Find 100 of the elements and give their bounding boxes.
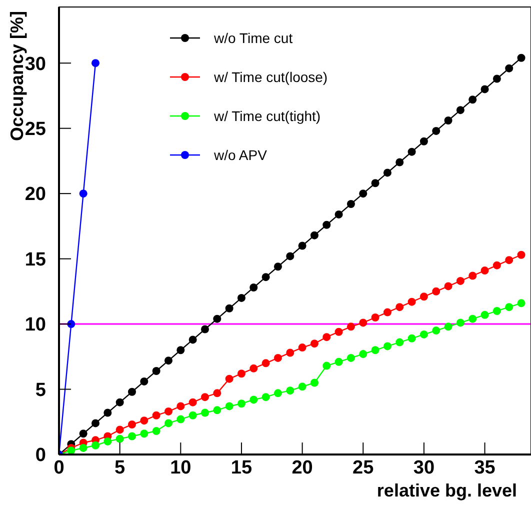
point	[79, 444, 88, 452]
point	[152, 367, 160, 375]
point	[250, 396, 258, 404]
point	[480, 310, 489, 319]
point	[371, 346, 380, 354]
point	[164, 419, 172, 428]
point	[371, 314, 380, 322]
point	[128, 432, 136, 440]
point	[334, 210, 343, 218]
point	[346, 322, 355, 331]
point	[128, 388, 136, 396]
point	[359, 190, 368, 198]
point	[456, 106, 464, 114]
y-tick-label: 10	[24, 314, 46, 336]
point	[396, 303, 404, 312]
legend-label: w/ Time cut(tight)	[213, 108, 321, 124]
point	[79, 430, 88, 438]
point	[286, 252, 294, 260]
point	[408, 334, 416, 342]
point	[420, 330, 428, 338]
point	[237, 370, 246, 378]
legend-label: w/o APV	[213, 146, 268, 163]
point	[164, 356, 172, 365]
point	[359, 350, 368, 358]
point	[310, 378, 318, 387]
point	[517, 250, 526, 259]
point	[505, 256, 514, 264]
point	[250, 284, 258, 292]
point	[444, 282, 452, 290]
point	[176, 402, 185, 410]
point	[310, 231, 318, 240]
point	[310, 340, 318, 348]
point	[432, 287, 440, 296]
point	[420, 137, 428, 146]
x-tick-label: 15	[230, 458, 252, 478]
point	[505, 303, 514, 312]
point	[396, 338, 404, 346]
point	[492, 74, 501, 83]
point	[104, 408, 112, 417]
point	[322, 362, 331, 370]
point	[468, 96, 477, 104]
point	[213, 389, 222, 398]
point	[140, 416, 148, 425]
point	[67, 320, 76, 328]
point	[432, 126, 440, 135]
point	[346, 200, 355, 208]
point	[213, 314, 222, 323]
point	[396, 158, 404, 166]
point	[91, 59, 100, 68]
point	[505, 64, 514, 72]
point	[213, 406, 222, 414]
x-tick-label: 10	[170, 458, 192, 478]
point	[262, 273, 270, 282]
point	[91, 419, 100, 428]
point	[286, 386, 294, 395]
point	[456, 276, 464, 285]
point	[200, 393, 209, 402]
point	[274, 354, 282, 362]
point	[492, 306, 501, 315]
point	[116, 426, 124, 434]
point	[67, 446, 76, 454]
point	[176, 346, 185, 354]
y-tick-label: 15	[24, 249, 46, 270]
point	[176, 415, 185, 424]
point	[432, 326, 440, 335]
point	[164, 407, 172, 416]
point	[408, 298, 416, 306]
point	[383, 342, 392, 350]
point	[456, 318, 464, 327]
y-tick-label: 5	[35, 380, 46, 401]
point	[262, 393, 270, 402]
point	[444, 116, 452, 125]
legend-label: w/ Time cut(loose)	[213, 68, 328, 85]
point	[346, 354, 355, 362]
point	[298, 242, 306, 250]
point	[200, 325, 209, 334]
point	[334, 358, 343, 366]
point	[104, 437, 112, 446]
point	[225, 402, 234, 410]
y-axis-title: Occupancy [%]	[7, 11, 27, 142]
x-tick-label: 0	[54, 458, 64, 478]
x-tick-label: 35	[474, 458, 496, 478]
point	[225, 374, 234, 383]
point	[359, 318, 368, 327]
point	[517, 54, 526, 62]
y-tick-label: 25	[24, 118, 46, 140]
point	[274, 262, 282, 271]
point	[383, 308, 392, 316]
point	[468, 314, 477, 323]
point	[298, 344, 306, 352]
point	[140, 377, 148, 386]
point	[188, 336, 197, 344]
point	[286, 348, 294, 357]
point	[334, 328, 343, 336]
point	[91, 441, 100, 450]
point	[140, 430, 148, 438]
x-tick-label: 20	[292, 458, 313, 478]
point	[152, 427, 160, 436]
point	[116, 434, 124, 443]
point	[492, 261, 501, 270]
